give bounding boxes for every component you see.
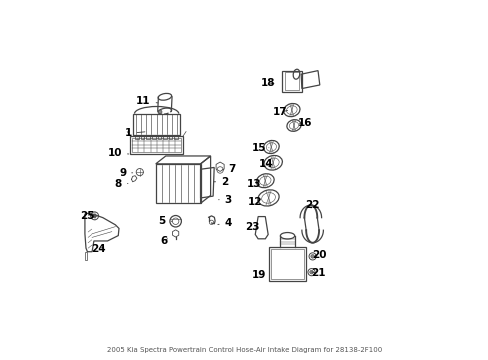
Text: 3: 3: [218, 195, 231, 205]
Text: 25: 25: [80, 211, 95, 221]
Text: 21: 21: [310, 268, 325, 278]
Bar: [174, 135, 178, 139]
Text: 11: 11: [136, 96, 158, 106]
Text: 15: 15: [251, 143, 268, 153]
Bar: [157, 135, 161, 139]
Text: 2005 Kia Spectra Powertrain Control Hose-Air Intake Diagram for 28138-2F100: 2005 Kia Spectra Powertrain Control Hose…: [107, 347, 381, 353]
Text: 19: 19: [251, 270, 265, 280]
Bar: [133, 114, 180, 135]
Text: 17: 17: [272, 107, 287, 117]
Text: 16: 16: [298, 118, 312, 128]
Text: 5: 5: [158, 216, 172, 226]
Bar: [168, 135, 172, 139]
Circle shape: [310, 255, 314, 258]
Circle shape: [309, 270, 313, 274]
Bar: [152, 135, 155, 139]
Bar: [130, 136, 183, 154]
Bar: [270, 249, 304, 279]
Text: 14: 14: [258, 159, 273, 169]
Bar: [268, 247, 306, 281]
Bar: [132, 138, 181, 152]
Bar: [146, 135, 150, 139]
Bar: [284, 72, 298, 90]
Bar: [282, 71, 301, 92]
Text: 9: 9: [119, 168, 132, 178]
Bar: [163, 135, 166, 139]
Text: 2: 2: [214, 177, 228, 187]
Text: 4: 4: [217, 218, 232, 228]
Text: 1: 1: [124, 129, 144, 138]
Text: 7: 7: [222, 164, 235, 174]
Circle shape: [158, 110, 162, 114]
Circle shape: [93, 214, 96, 218]
Text: 24: 24: [91, 244, 105, 254]
Bar: [141, 135, 144, 139]
Bar: [135, 135, 139, 139]
Text: 6: 6: [160, 236, 167, 246]
Bar: [155, 164, 200, 203]
Text: 8: 8: [114, 179, 128, 189]
Text: 18: 18: [260, 78, 274, 88]
Text: 23: 23: [244, 222, 259, 231]
Text: 20: 20: [312, 250, 326, 260]
Text: 22: 22: [305, 200, 319, 210]
Text: 10: 10: [107, 148, 128, 158]
Text: 12: 12: [247, 197, 262, 207]
Text: 13: 13: [247, 179, 261, 189]
